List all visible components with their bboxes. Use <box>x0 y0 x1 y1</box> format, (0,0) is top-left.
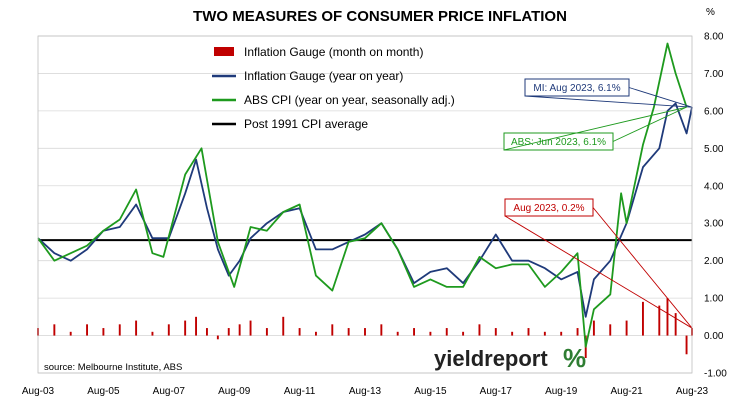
callout-label: ABS: Jun 2023, 6.1% <box>511 137 606 148</box>
mom-bar <box>527 328 530 336</box>
mom-bar <box>298 328 301 336</box>
mom-bar <box>511 331 514 336</box>
y-tick-label: 5.00 <box>704 144 724 155</box>
callout-label: MI: Aug 2023, 6.1% <box>533 83 620 94</box>
mom-bar <box>364 328 366 336</box>
mom-bar <box>478 324 481 336</box>
y-tick-label: 1.00 <box>704 294 724 305</box>
x-tick-label: Aug-23 <box>676 386 709 397</box>
callout-pointer <box>592 207 693 329</box>
mom-bar <box>445 328 448 336</box>
mom-bar <box>118 324 121 336</box>
series-lines <box>37 42 693 348</box>
x-tick-label: Aug-19 <box>545 386 578 397</box>
mom-bar <box>429 331 432 336</box>
callout-pointer <box>503 106 687 151</box>
mom-bar <box>238 324 241 336</box>
mom-bar <box>666 298 669 336</box>
x-tick-label: Aug-07 <box>153 386 186 397</box>
mom-bar <box>184 320 187 336</box>
legend-swatch <box>214 47 234 56</box>
x-tick-label: Aug-11 <box>284 386 316 397</box>
legend-label: Inflation Gauge (year on year) <box>244 69 403 83</box>
mom-bar <box>151 331 154 336</box>
legend: Inflation Gauge (month on month) Inflatio… <box>212 45 455 131</box>
brand-name: yieldreport <box>434 346 548 371</box>
y-unit-label: % <box>706 7 715 18</box>
y-axis-ticks: 8.00 7.00 6.00 5.00 4.00 3.00 2.00 1.00 0.00 -1.0… <box>704 32 727 380</box>
x-tick-label: Aug-05 <box>87 386 120 397</box>
mom-bar <box>592 320 595 336</box>
callout-pointer <box>628 87 693 108</box>
mom-bar <box>413 328 416 336</box>
mom-bar <box>609 324 612 336</box>
mom-bar <box>347 328 350 336</box>
mom-bar <box>543 331 546 336</box>
chart-title: TWO MEASURES OF CONSUMER PRICE INFLATION <box>193 8 567 25</box>
y-tick-label: 0.00 <box>704 331 724 342</box>
y-tick-label: 6.00 <box>704 106 724 117</box>
mom-bar <box>641 301 644 336</box>
x-tick-label: Aug-17 <box>480 386 513 397</box>
mom-bar <box>576 328 579 336</box>
mom-bar <box>314 331 317 336</box>
y-tick-label: 8.00 <box>704 32 724 43</box>
mom-bar <box>282 316 285 336</box>
x-axis-ticks: Aug-03 Aug-05 Aug-07 Aug-09 Aug-11 Aug-13 Aug-… <box>22 386 709 397</box>
callout-pointer <box>524 95 693 108</box>
mom-bar <box>685 335 688 355</box>
mom-bar <box>462 331 465 336</box>
mom-bar <box>216 335 219 340</box>
mom-bar <box>195 316 198 336</box>
mom-bar <box>396 331 399 336</box>
y-tick-label: -1.00 <box>704 369 727 380</box>
x-tick-label: Aug-03 <box>22 386 55 397</box>
y-tick-label: 3.00 <box>704 219 724 230</box>
line-abs-cpi-year-on-year-seasonally-adj <box>37 42 688 348</box>
mom-bar <box>265 328 268 336</box>
x-tick-label: Aug-15 <box>414 386 447 397</box>
source-note: source: Melbourne Institute, ABS <box>44 362 182 373</box>
mom-bar <box>674 313 677 336</box>
brand-symbol: % <box>563 343 586 373</box>
mom-bar <box>86 324 89 336</box>
mom-bar <box>102 328 105 336</box>
y-tick-label: 4.00 <box>704 181 724 192</box>
callouts: MI: Aug 2023, 6.1% ABS: Jun 2023, 6.1% Aug… <box>503 78 693 329</box>
y-tick-label: 7.00 <box>704 69 724 80</box>
callout-pointer <box>612 106 687 142</box>
plot-frame <box>37 35 693 374</box>
mom-bar <box>69 331 72 336</box>
mom-bar <box>249 320 252 336</box>
legend-label: ABS CPI (year on year, seasonally adj.) <box>244 93 455 107</box>
legend-label: Post 1991 CPI average <box>244 117 368 131</box>
mom-bar <box>560 331 563 336</box>
mom-bar <box>227 328 230 336</box>
x-tick-label: Aug-09 <box>218 386 251 397</box>
callout-label: Aug 2023, 0.2% <box>513 203 584 214</box>
callout-pointer <box>504 215 693 329</box>
mom-bar <box>135 320 138 336</box>
mom-bar <box>167 324 170 336</box>
mom-bar <box>494 328 497 336</box>
line-inflation-gauge-year-on-year <box>37 102 693 318</box>
mom-bar <box>658 305 661 336</box>
mom-bar <box>380 324 383 336</box>
legend-label: Inflation Gauge (month on month) <box>244 45 423 59</box>
mom-bar <box>625 320 628 336</box>
brand-logo: yieldreport % <box>434 343 586 373</box>
y-tick-label: 2.00 <box>704 256 724 267</box>
mom-bar <box>53 324 56 336</box>
x-tick-label: Aug-21 <box>610 386 643 397</box>
mom-bar <box>205 328 208 336</box>
mom-bar <box>331 324 334 336</box>
x-tick-label: Aug-13 <box>349 386 382 397</box>
